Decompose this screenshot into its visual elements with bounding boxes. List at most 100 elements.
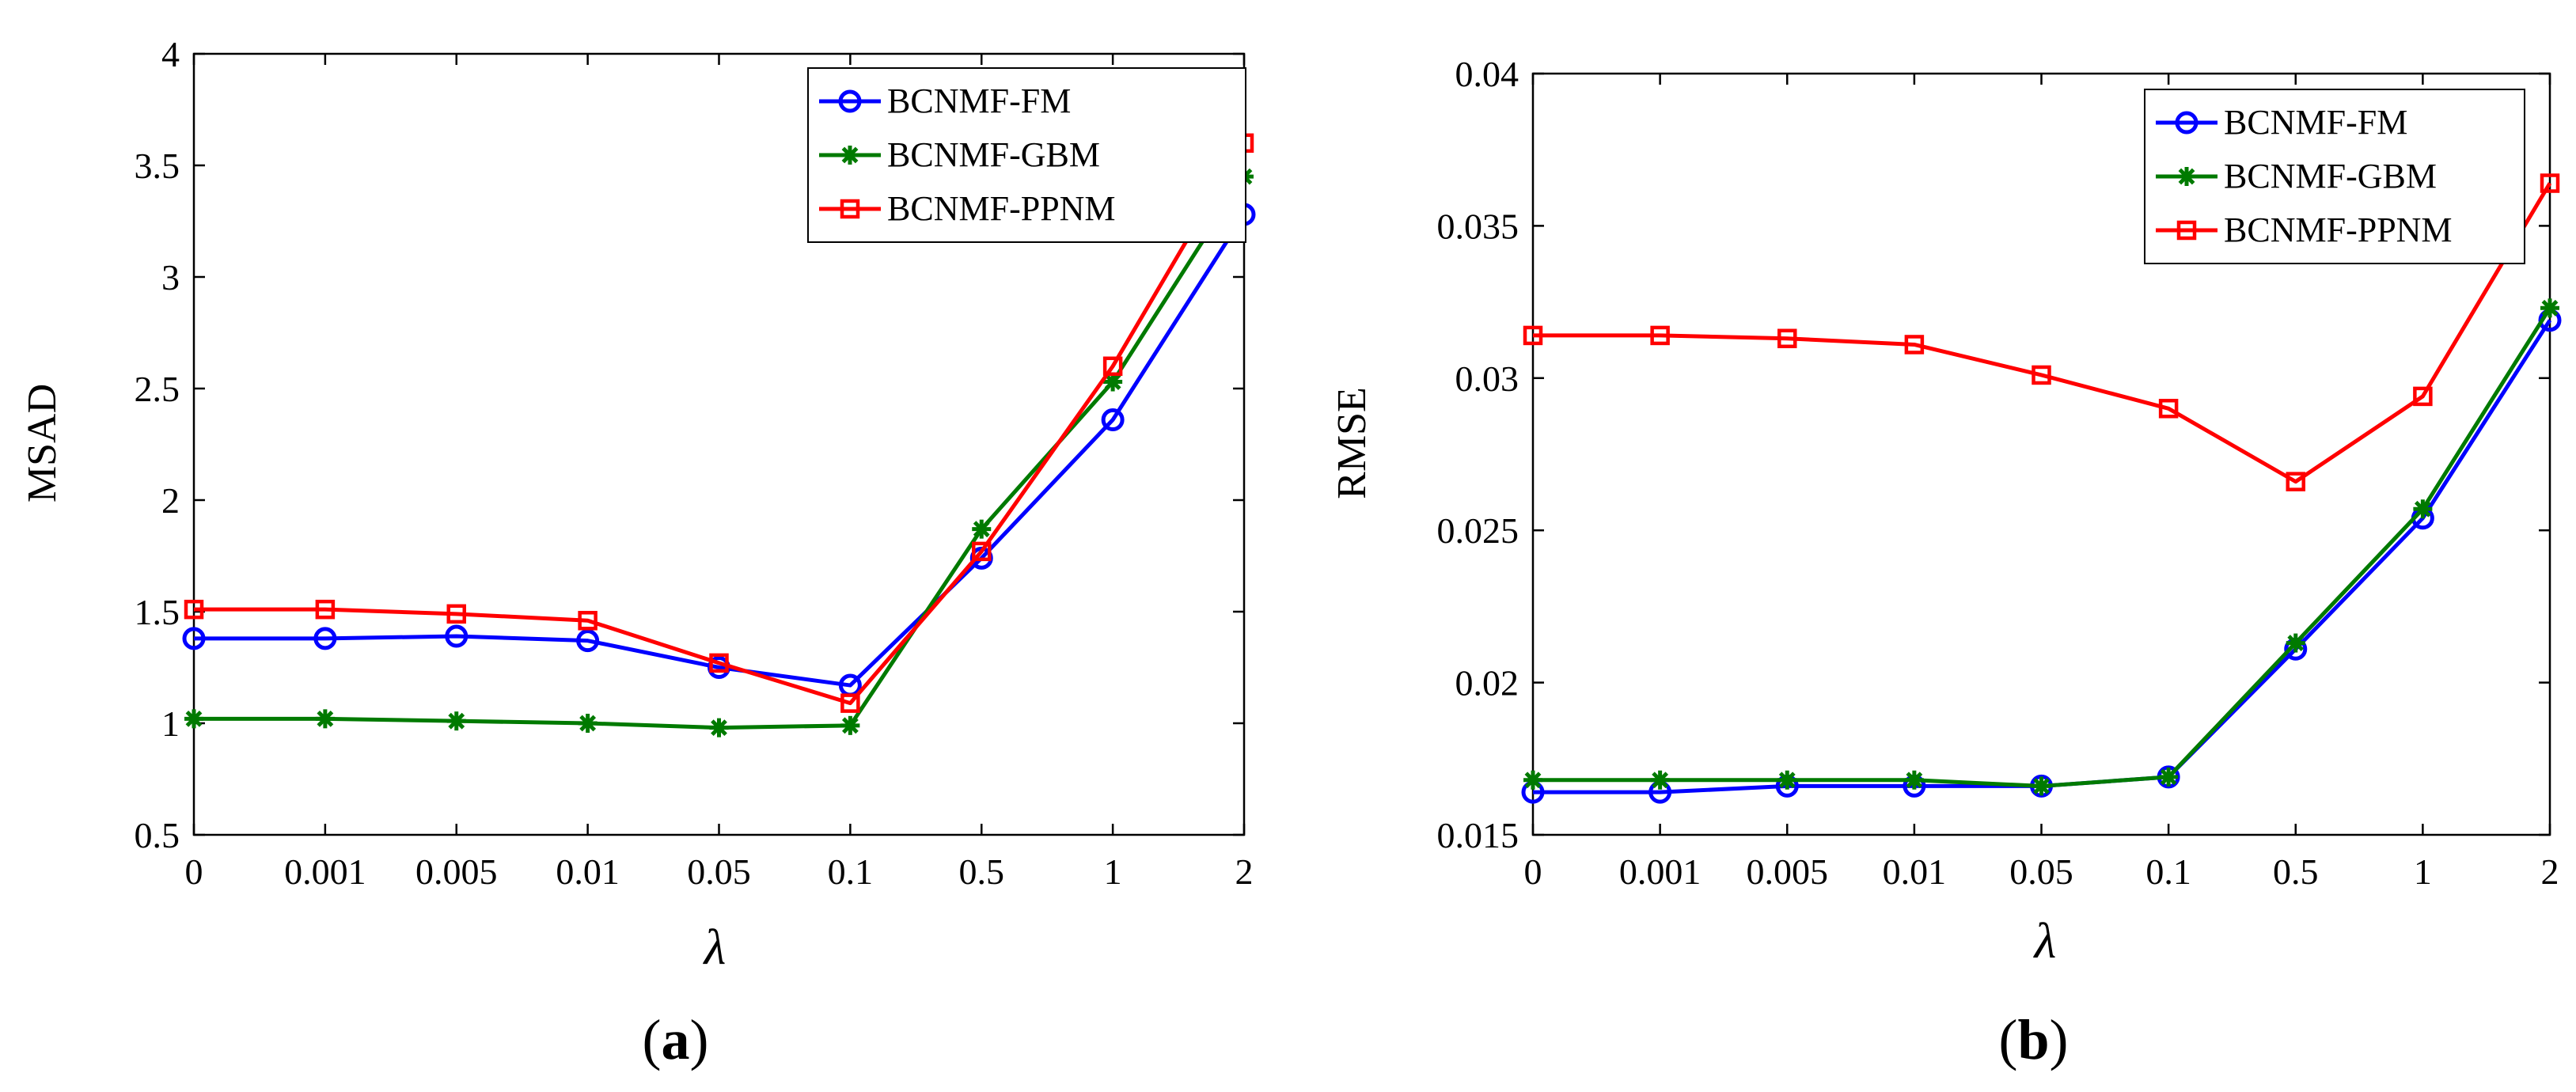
data-point [182,627,206,650]
y-tick-label: 0.035 [1437,206,1519,246]
legend-marker [2176,220,2197,241]
data-point [840,715,860,735]
series-line [1533,319,2552,794]
x-tick-label: 0.005 [1747,851,1829,892]
data-point [2540,173,2560,193]
x-tick-label: 1 [2414,851,2432,892]
data-point [578,611,598,631]
series-bcnmf-fm [182,203,1256,697]
legend-marker [838,89,862,113]
data-point [2286,633,2305,653]
legend-label: BCNMF-PPNM [2224,210,2453,249]
series-bcnmf-gbm [184,167,1254,737]
x-tick-label: 1 [1104,851,1122,892]
x-axis-label: λ [2033,912,2057,969]
x-tick-label: 0.001 [284,851,366,892]
legend-label: BCNMF-GBM [2224,157,2437,195]
series-bcnmf-gbm [1523,298,2559,796]
y-axis-label: RMSE [1330,387,1375,499]
legend-label: BCNMF-FM [2224,103,2407,142]
data-point [709,653,729,673]
y-tick-label: 1 [161,703,180,744]
legend-marker [2175,111,2199,135]
data-point [1523,325,1543,346]
panel-label: (b) [1998,1008,2068,1071]
x-axis-label: λ [703,919,727,975]
series-line [194,213,1246,688]
legend-label: BCNMF-FM [887,82,1071,120]
y-axis-label: MSAD [20,384,65,502]
y-tick-label: 0.015 [1437,815,1519,855]
x-tick-label: 0 [1524,851,1542,892]
y-tick-label: 4 [161,34,180,74]
data-point [184,599,204,620]
x-tick-label: 0.001 [1619,851,1702,892]
y-tick-label: 2.5 [135,369,180,409]
legend-marker [840,146,859,165]
data-point [972,519,992,539]
data-point [1650,770,1670,790]
series-line [194,175,1246,730]
x-tick-label: 0.5 [2273,851,2319,892]
data-point [1777,328,1797,349]
panel-label: (a) [643,1008,709,1071]
legend-marker [2177,167,2196,186]
data-point [2540,298,2559,318]
series-line [194,142,1246,706]
legend-entry: BCNMF-GBM [2156,157,2437,195]
data-point [1103,372,1123,392]
y-tick-label: 3.5 [135,146,180,186]
data-point [315,709,335,729]
x-tick-label: 0 [185,851,203,892]
legend: BCNMF-FM BCNMF-GBM BCNMF-PPNM [807,67,1246,243]
data-point [2032,776,2051,796]
data-point [1777,770,1797,790]
data-point [313,627,337,650]
x-tick-label: 0.01 [556,851,620,892]
x-tick-label: 0.1 [2145,851,2191,892]
x-tick-label: 0.05 [687,851,751,892]
legend-box [807,67,1246,243]
x-tick-label: 2 [1235,851,1254,892]
data-point [445,624,469,648]
data-point [1102,356,1123,377]
legend-entry: BCNMF-FM [819,82,1071,120]
x-tick-label: 0.5 [959,851,1005,892]
data-point [2158,399,2179,419]
y-tick-label: 3 [161,257,180,298]
data-point [315,599,336,620]
x-tick-label: 0.05 [2009,851,2073,892]
series-bcnmf-ppnm [184,133,1254,713]
data-point [2413,499,2433,519]
legend-marker [840,199,860,219]
legend: BCNMF-FM BCNMF-GBM BCNMF-PPNM [2144,89,2525,264]
y-tick-label: 0.025 [1437,510,1519,551]
x-tick-label: 2 [2541,851,2559,892]
legend-entry: BCNMF-PPNM [819,189,1116,228]
data-point [1650,325,1670,346]
data-point [1904,770,1924,790]
data-point [2413,386,2433,407]
series-bcnmf-ppnm [1523,173,2560,491]
data-point [578,714,598,733]
data-point [184,709,203,729]
data-point [2032,365,2051,385]
series-line [1533,182,2552,484]
y-tick-label: 2 [161,480,180,521]
data-point [1101,408,1125,431]
chart-a: 0.5 1 1.5 2 2.5 3 3.5 4 0 0.001 0.005 0.01 0.05 0.1 0.… [20,34,1256,1071]
x-tick-label: 0.005 [415,851,498,892]
legend-label: BCNMF-PPNM [887,189,1116,228]
y-tick-label: 1.5 [135,592,180,632]
y-tick-label: 0.02 [1455,663,1519,703]
data-point [1904,335,1925,355]
data-point [709,718,729,737]
data-point [972,541,992,562]
data-point [576,629,600,653]
legend-entry: BCNMF-PPNM [2156,210,2453,249]
data-point [446,711,466,731]
chart-b: 0.015 0.02 0.025 0.03 0.035 0.04 0 0.001 0.005 0.… [1330,54,2562,1071]
data-point [2286,472,2305,491]
data-point [446,604,466,624]
